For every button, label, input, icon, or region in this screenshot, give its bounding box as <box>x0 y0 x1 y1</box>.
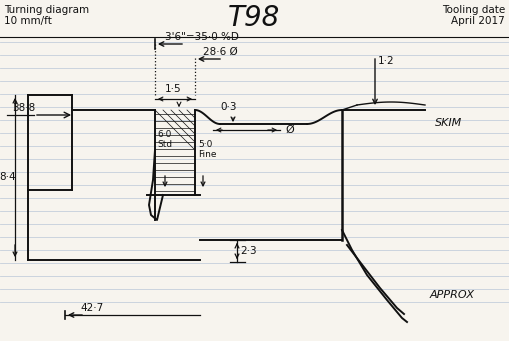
Text: 38·8: 38·8 <box>12 103 35 113</box>
Text: 2·3: 2·3 <box>240 246 257 256</box>
Text: APPROX: APPROX <box>430 290 475 300</box>
Text: 6·0
Std: 6·0 Std <box>157 130 172 149</box>
Text: SKIM: SKIM <box>435 118 462 128</box>
Text: 42·7: 42·7 <box>80 303 103 313</box>
Text: Turning diagram: Turning diagram <box>4 5 89 15</box>
Text: T98: T98 <box>228 4 280 32</box>
Text: 8·4: 8·4 <box>0 173 16 182</box>
Text: 0·3: 0·3 <box>220 102 237 112</box>
Text: 5·0
Fine: 5·0 Fine <box>198 140 216 159</box>
Text: 28·6 Ø: 28·6 Ø <box>203 47 238 57</box>
Text: April 2017: April 2017 <box>451 16 505 26</box>
Text: Ø: Ø <box>286 125 294 135</box>
Text: Tooling date: Tooling date <box>442 5 505 15</box>
Text: 1·5: 1·5 <box>165 84 181 94</box>
Text: 10 mm/ft: 10 mm/ft <box>4 16 52 26</box>
Text: 3'6"=35·0 %D: 3'6"=35·0 %D <box>165 32 239 42</box>
Text: 1·2: 1·2 <box>378 56 394 66</box>
